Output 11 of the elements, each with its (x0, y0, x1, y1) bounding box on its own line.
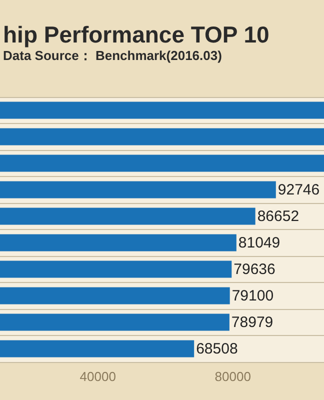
data-label: 86652 (257, 208, 300, 225)
chart-title: hip Performance TOP 10 (3, 22, 270, 48)
x-tick-label: 40000 (80, 369, 116, 384)
data-label: 79100 (232, 287, 274, 304)
data-label: 78979 (231, 314, 274, 331)
data-label: 81049 (238, 234, 280, 252)
data-label: 79636 (234, 260, 276, 278)
x-tick-label: 80000 (214, 369, 251, 384)
data-label: 92746 (278, 181, 320, 198)
chart-subtitle: Data Source： Benchmark(2016.03) (3, 48, 222, 63)
data-label: 68508 (196, 340, 238, 358)
